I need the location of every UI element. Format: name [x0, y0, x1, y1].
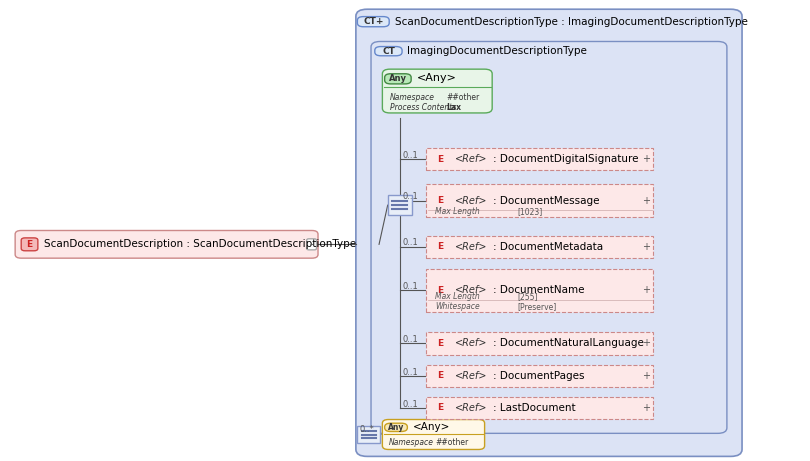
Text: +: + [642, 338, 650, 349]
Text: E: E [437, 403, 444, 413]
Text: <Any>: <Any> [412, 422, 450, 432]
FancyBboxPatch shape [356, 9, 742, 456]
FancyBboxPatch shape [388, 195, 412, 215]
Text: ##other: ##other [447, 93, 480, 102]
Text: ScanDocumentDescriptionType : ImagingDocumentDescriptionType: ScanDocumentDescriptionType : ImagingDoc… [395, 17, 748, 27]
Text: E: E [437, 242, 444, 251]
Text: : DocumentMessage: : DocumentMessage [493, 195, 599, 206]
Text: ##other: ##other [436, 438, 469, 447]
FancyBboxPatch shape [426, 397, 654, 419]
Text: E: E [437, 196, 444, 205]
FancyBboxPatch shape [382, 69, 492, 113]
Text: 0..1: 0..1 [402, 335, 418, 344]
Text: <Ref>: <Ref> [455, 338, 488, 349]
FancyBboxPatch shape [426, 365, 654, 387]
Text: ScanDocumentDescription : ScanDocumentDescriptionType: ScanDocumentDescription : ScanDocumentDe… [44, 239, 356, 249]
FancyBboxPatch shape [640, 402, 652, 414]
FancyBboxPatch shape [426, 236, 654, 258]
FancyBboxPatch shape [433, 370, 449, 382]
FancyBboxPatch shape [357, 426, 380, 443]
Text: +: + [642, 371, 650, 381]
Text: Max Length: Max Length [436, 292, 480, 301]
Text: E: E [437, 371, 444, 380]
Text: <Ref>: <Ref> [455, 285, 488, 296]
Text: : LastDocument: : LastDocument [493, 403, 576, 413]
FancyBboxPatch shape [640, 284, 652, 296]
FancyBboxPatch shape [426, 148, 654, 170]
Text: CT: CT [382, 47, 395, 56]
Text: ImagingDocumentDescriptionType: ImagingDocumentDescriptionType [407, 46, 587, 56]
Text: E: E [437, 286, 444, 295]
Text: Any: Any [388, 423, 404, 432]
Text: +: + [642, 285, 650, 296]
FancyBboxPatch shape [433, 241, 449, 253]
FancyBboxPatch shape [375, 47, 402, 56]
FancyBboxPatch shape [21, 238, 38, 251]
Text: Whitespace: Whitespace [436, 302, 480, 311]
Text: : DocumentName: : DocumentName [493, 285, 585, 296]
FancyBboxPatch shape [371, 41, 727, 433]
Text: <Ref>: <Ref> [455, 371, 488, 381]
Text: : DocumentMetadata: : DocumentMetadata [493, 242, 603, 252]
FancyBboxPatch shape [640, 153, 652, 165]
FancyBboxPatch shape [640, 195, 652, 207]
Text: 0..*: 0..* [360, 426, 374, 434]
Text: 0..1: 0..1 [402, 400, 418, 409]
FancyBboxPatch shape [433, 402, 449, 414]
FancyBboxPatch shape [426, 184, 654, 217]
Text: 0..1: 0..1 [402, 367, 418, 377]
Text: E: E [27, 240, 32, 249]
Text: +: + [642, 242, 650, 252]
Text: CT+: CT+ [363, 17, 384, 26]
FancyBboxPatch shape [640, 370, 652, 382]
FancyBboxPatch shape [640, 241, 652, 253]
Text: Process Contents: Process Contents [390, 103, 456, 112]
Text: Namespace: Namespace [390, 93, 435, 102]
Text: <Ref>: <Ref> [455, 242, 488, 252]
Text: <Ref>: <Ref> [455, 154, 488, 164]
Text: <Any>: <Any> [416, 73, 456, 83]
Text: <Ref>: <Ref> [455, 195, 488, 206]
Text: [Preserve]: [Preserve] [517, 302, 556, 311]
FancyBboxPatch shape [382, 420, 484, 449]
Text: : DocumentPages: : DocumentPages [493, 371, 585, 381]
FancyBboxPatch shape [426, 332, 654, 355]
FancyBboxPatch shape [385, 423, 407, 431]
Text: +: + [642, 403, 650, 413]
Text: [255]: [255] [517, 292, 538, 301]
Text: 0..1: 0..1 [402, 151, 418, 160]
Text: [1023]: [1023] [517, 207, 543, 216]
Text: Lax: Lax [447, 103, 462, 112]
Text: 0..1: 0..1 [402, 192, 418, 201]
FancyBboxPatch shape [307, 239, 317, 250]
FancyBboxPatch shape [433, 195, 449, 207]
Text: : DocumentDigitalSignature: : DocumentDigitalSignature [493, 154, 638, 164]
FancyBboxPatch shape [433, 337, 449, 350]
FancyBboxPatch shape [357, 17, 389, 27]
Text: E: E [437, 154, 444, 164]
Text: +: + [642, 195, 650, 206]
FancyBboxPatch shape [15, 230, 318, 258]
Text: <Ref>: <Ref> [455, 403, 488, 413]
FancyBboxPatch shape [385, 74, 411, 84]
Text: Max Length: Max Length [436, 207, 480, 216]
Text: : DocumentNaturalLanguage: : DocumentNaturalLanguage [493, 338, 644, 349]
Text: Any: Any [389, 74, 407, 83]
Text: Namespace: Namespace [389, 438, 433, 447]
FancyBboxPatch shape [426, 269, 654, 312]
FancyBboxPatch shape [640, 337, 652, 349]
FancyBboxPatch shape [433, 284, 449, 297]
Text: 0..1: 0..1 [402, 238, 418, 248]
Text: -: - [310, 239, 313, 249]
Text: +: + [642, 154, 650, 164]
FancyBboxPatch shape [433, 153, 449, 165]
Text: 0..1: 0..1 [402, 282, 418, 291]
Text: E: E [437, 339, 444, 348]
